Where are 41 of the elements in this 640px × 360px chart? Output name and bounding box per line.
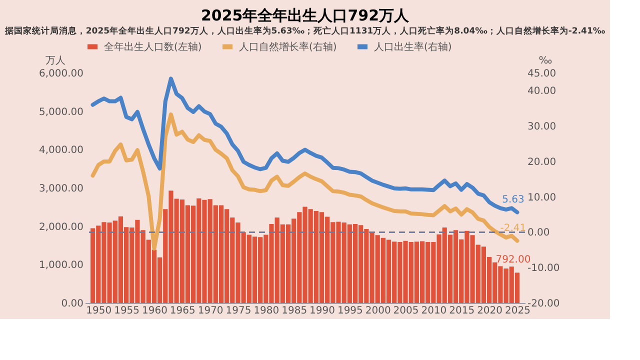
chart-subtitle: 据国家统计局消息，2025年全年出生人口792万人，人口出生率为5.63‰；死亡人口1131万人，人口死亡率为8.04‰；人口自然增长率为-2.41‰ — [4, 26, 606, 36]
x-tick-label: 2010 — [421, 306, 447, 316]
legend-label: 全年出生人口数(左轴) — [104, 40, 202, 53]
x-tick-label: 1980 — [254, 306, 280, 316]
data-label: -2.41 — [500, 222, 526, 234]
x-tick-label: 2005 — [393, 306, 419, 316]
x-tick-label: 1960 — [142, 306, 168, 316]
x-tick-label: 1965 — [170, 306, 196, 316]
y-tick-label: 4,000.00 — [38, 145, 84, 156]
x-tick-label: 2015 — [449, 306, 475, 316]
data-label: 792.00 — [496, 254, 531, 266]
legend-label: 人口自然增长率(右轴) — [239, 40, 337, 53]
x-tick-label: 1990 — [310, 306, 335, 316]
y2-tick-label: -20.00 — [528, 298, 560, 310]
legend-label: 人口出生率(右轴) — [374, 40, 452, 53]
y2-tick-label: 40.00 — [528, 86, 556, 98]
y-axis-title: 万人 — [46, 56, 66, 66]
y2-tick-label: 45.00 — [528, 68, 556, 80]
y-tick-label: 5,000.00 — [38, 106, 84, 118]
y-tick-label: 0.00 — [61, 298, 84, 310]
y-tick-label: 6,000.00 — [38, 68, 84, 80]
x-tick-label: 1995 — [337, 306, 363, 316]
data-label: 5.63 — [502, 194, 524, 206]
x-tick-label: 2025 — [504, 306, 530, 316]
y2-tick-label: 0.00 — [528, 228, 550, 239]
y-tick-label: 1,000.00 — [38, 260, 84, 272]
y2-axis-title: ‰ — [538, 56, 552, 66]
x-tick-label: 1975 — [226, 306, 252, 316]
y-tick-label: 3,000.00 — [38, 184, 84, 194]
y2-tick-label: 10.00 — [528, 192, 556, 204]
x-tick-label: 1985 — [282, 306, 308, 316]
chart-title: 2025年全年出生人口792万人 — [200, 6, 410, 24]
x-tick-label: 1955 — [114, 306, 140, 316]
x-tick-label: 1950 — [86, 306, 112, 316]
x-tick-label: 1970 — [198, 306, 224, 316]
y2-tick-label: 30.00 — [528, 122, 556, 133]
x-tick-label: 2020 — [477, 306, 503, 316]
y2-tick-label: -10.00 — [528, 263, 560, 274]
x-tick-label: 2000 — [365, 306, 391, 316]
y2-tick-label: 20.00 — [528, 156, 556, 168]
y-tick-label: 2,000.00 — [38, 222, 84, 233]
